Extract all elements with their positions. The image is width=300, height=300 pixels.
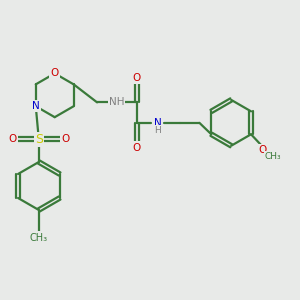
Text: O: O — [51, 68, 59, 78]
Text: O: O — [133, 73, 141, 82]
Text: CH₃: CH₃ — [265, 152, 282, 161]
Text: O: O — [259, 145, 267, 155]
Text: CH₃: CH₃ — [30, 232, 48, 242]
Text: O: O — [8, 134, 16, 144]
Text: O: O — [133, 142, 141, 152]
Text: N: N — [32, 101, 40, 111]
Text: N: N — [154, 118, 161, 128]
Text: H: H — [154, 126, 161, 135]
Text: NH: NH — [109, 98, 124, 107]
Text: O: O — [61, 134, 69, 144]
Text: S: S — [35, 133, 43, 146]
